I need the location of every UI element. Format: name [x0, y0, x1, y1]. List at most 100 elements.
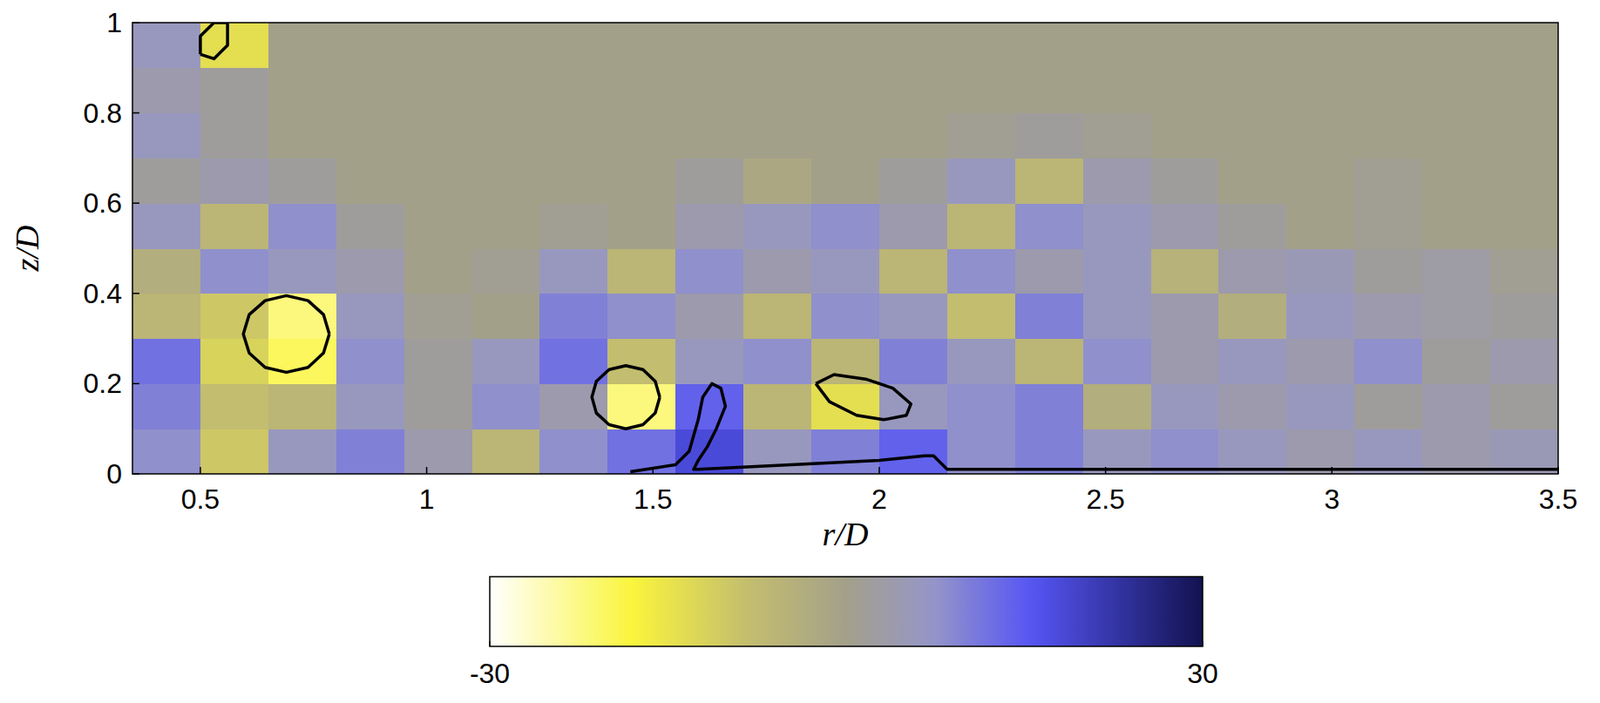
- heatmap-cell: [1286, 248, 1355, 294]
- heatmap-cell: [1083, 113, 1152, 159]
- heatmap-cell: [1218, 113, 1287, 159]
- x-tick-label: 1.5: [633, 483, 672, 516]
- colorbar: [489, 576, 1203, 647]
- x-tick-label: 0.5: [181, 483, 220, 516]
- heatmap-cell: [1354, 428, 1423, 475]
- heatmap-cell: [1015, 22, 1084, 68]
- heatmap-cell: [472, 428, 541, 475]
- heatmap-cell: [132, 157, 201, 204]
- heatmap-cell: [1151, 157, 1220, 204]
- heatmap-cell: [879, 67, 948, 114]
- heatmap-cell: [811, 203, 880, 249]
- heatmap-cell: [1015, 157, 1084, 204]
- contour-line: [815, 374, 911, 421]
- heatmap-cell: [472, 113, 541, 159]
- heatmap-cell: [607, 67, 676, 114]
- heatmap-cell: [1490, 157, 1559, 204]
- heatmap-cell: [879, 293, 948, 339]
- heatmap-cell: [472, 248, 541, 294]
- heatmap-cell: [879, 22, 948, 68]
- heatmap-cell: [539, 22, 608, 68]
- heatmap-cell: [1218, 22, 1287, 68]
- heatmap-cell: [336, 248, 405, 294]
- y-tick: [132, 473, 140, 475]
- heatmap-cell: [132, 22, 201, 68]
- heatmap-cell: [1151, 428, 1220, 475]
- heatmap-cell: [947, 248, 1016, 294]
- heatmap-cell: [539, 428, 608, 475]
- heatmap-cell: [1083, 338, 1152, 385]
- x-tick-label: 2: [871, 483, 888, 516]
- heatmap-cell: [132, 113, 201, 159]
- y-tick-label: 0.2: [83, 367, 123, 400]
- heatmap-cell: [472, 67, 541, 114]
- heatmap-cell: [539, 248, 608, 294]
- heatmap-cell: [1490, 67, 1559, 114]
- heatmap-cell: [607, 22, 676, 68]
- y-tick-label: 0.6: [83, 187, 123, 219]
- heatmap-cell: [472, 22, 541, 68]
- heatmap-cell: [200, 428, 269, 475]
- x-tick: [1105, 467, 1107, 475]
- heatmap-cell: [675, 338, 744, 385]
- heatmap-cell: [1151, 203, 1220, 249]
- heatmap-cell: [1015, 67, 1084, 114]
- y-tick: [132, 202, 140, 204]
- heatmap-cell: [336, 113, 405, 159]
- heatmap-cell: [879, 338, 948, 385]
- heatmap-cell: [472, 383, 541, 429]
- x-tick: [426, 467, 428, 475]
- heatmap-cell: [1083, 22, 1152, 68]
- heatmap-cell: [1083, 203, 1152, 249]
- heatmap-cell: [947, 157, 1016, 204]
- heatmap-cell: [1286, 428, 1355, 475]
- heatmap-cell: [404, 293, 473, 339]
- heatmap-cell: [472, 157, 541, 204]
- heatmap-cell: [1151, 383, 1220, 429]
- heatmap-cell: [1422, 383, 1491, 429]
- heatmap-cell: [1422, 22, 1491, 68]
- heatmap-cell: [336, 22, 405, 68]
- heatmap-cell: [743, 113, 812, 159]
- y-tick-label: 0.4: [83, 277, 123, 310]
- y-tick: [132, 383, 140, 386]
- heatmap-cell: [200, 22, 269, 68]
- heatmap-cell: [879, 203, 948, 249]
- heatmap-cell: [947, 203, 1016, 249]
- heatmap-cell: [1218, 293, 1287, 339]
- heatmap-cell: [404, 248, 473, 294]
- heatmap-cell: [607, 113, 676, 159]
- heatmap-cell: [1490, 203, 1559, 249]
- heatmap-cell: [947, 428, 1016, 475]
- heatmap-cell: [1286, 338, 1355, 385]
- heatmap-cell: [1286, 22, 1355, 68]
- x-tick: [199, 467, 202, 475]
- y-tick-label: 1: [106, 6, 123, 39]
- heatmap-cell: [132, 428, 201, 475]
- heatmap-cell: [1151, 22, 1220, 68]
- heatmap-cell: [268, 203, 337, 249]
- heatmap-cell: [1218, 157, 1287, 204]
- heatmap-cell: [1083, 157, 1152, 204]
- heatmap-cell: [472, 293, 541, 339]
- heatmap-cell: [200, 157, 269, 204]
- heatmap-cell: [268, 157, 337, 204]
- heatmap-cell: [1490, 113, 1559, 159]
- x-tick: [878, 467, 881, 475]
- y-tick: [132, 112, 140, 115]
- heatmap-cell: [539, 383, 608, 429]
- heatmap-cell: [1083, 383, 1152, 429]
- heatmap-cell: [811, 113, 880, 159]
- heatmap-cell: [811, 22, 880, 68]
- heatmap-cell: [1015, 293, 1084, 339]
- heatmap-cell: [268, 383, 337, 429]
- heatmap-cell: [1490, 338, 1559, 385]
- heatmap-cell: [1422, 293, 1491, 339]
- contour-line: [591, 366, 660, 430]
- contours: [200, 22, 1559, 472]
- heatmap-cell: [1354, 67, 1423, 114]
- heatmap-cell: [132, 293, 201, 339]
- x-tick: [1331, 467, 1334, 475]
- heatmap-cell: [200, 113, 269, 159]
- heatmap-cell: [336, 203, 405, 249]
